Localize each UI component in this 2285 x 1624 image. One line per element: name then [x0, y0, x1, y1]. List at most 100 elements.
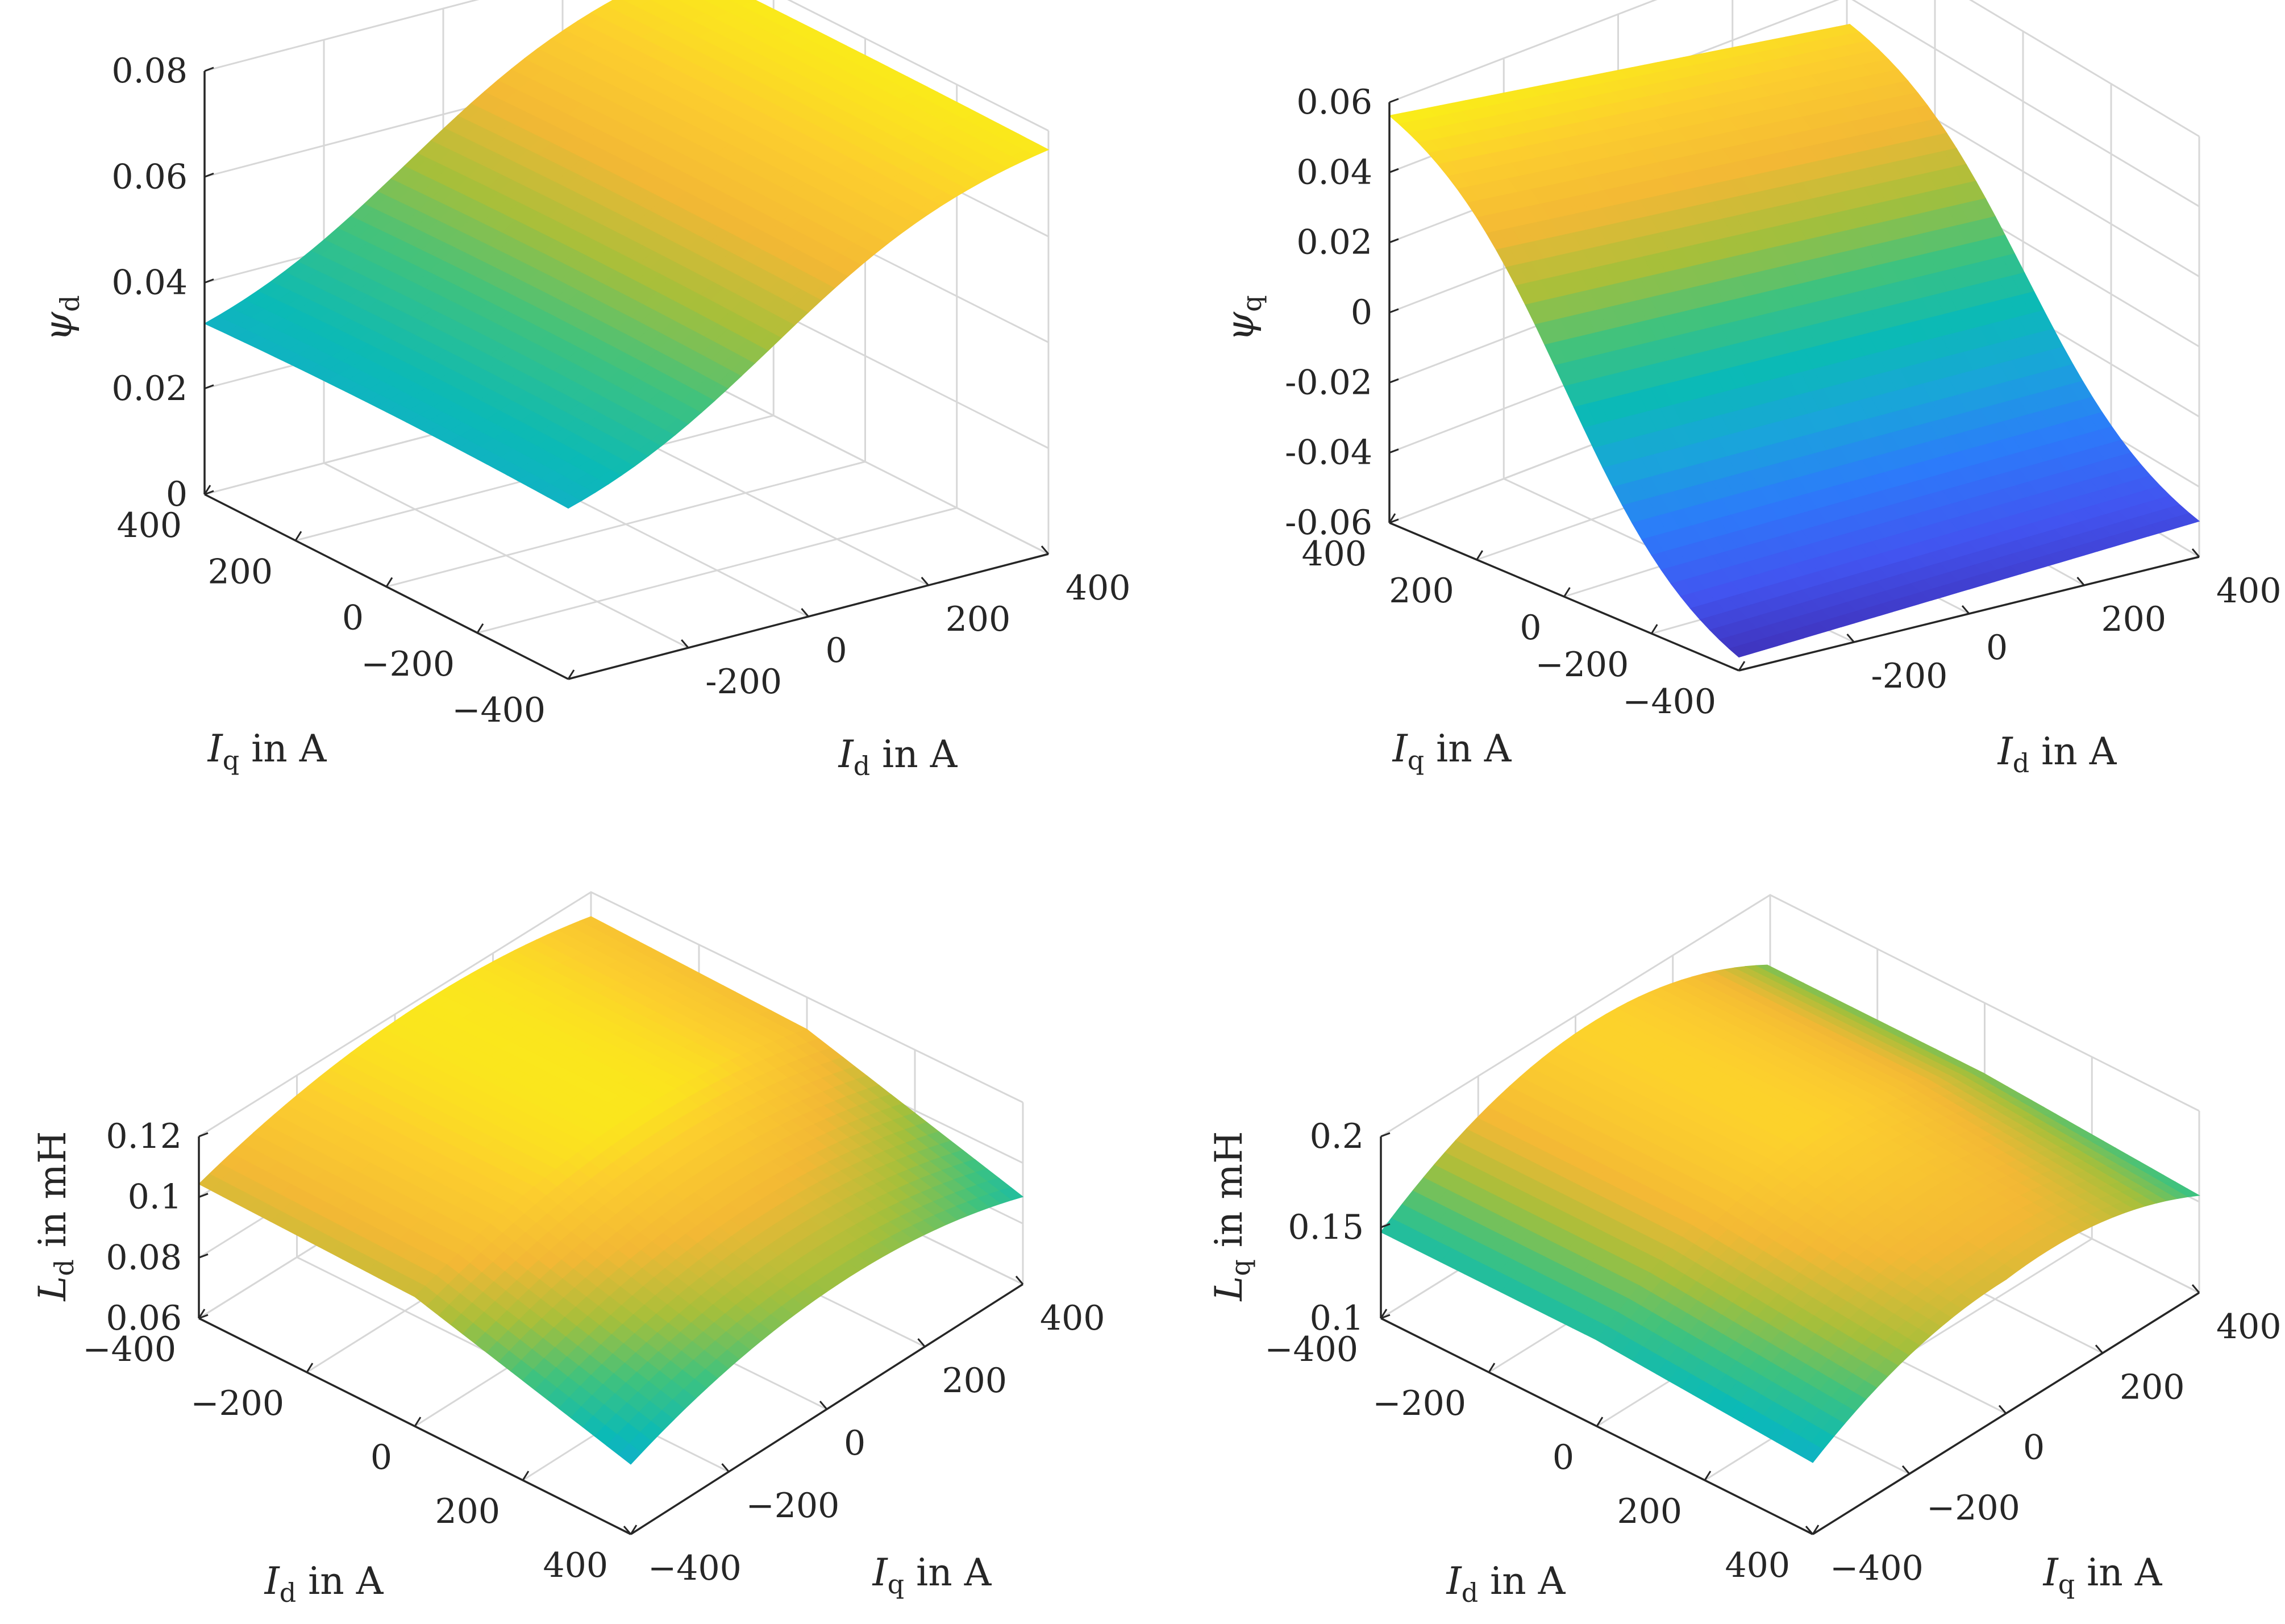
- surface-patch: [704, 0, 714, 3]
- b-tick-mark: [921, 577, 929, 586]
- b-axis-label: Id in A: [838, 732, 958, 781]
- z-tick-label: 0.12: [106, 1117, 182, 1156]
- a-tick-label: 400: [116, 506, 182, 546]
- a-axis-label-subscript: q: [223, 745, 239, 776]
- z-axis-label-subscript: q: [1237, 295, 1267, 311]
- z-gridline: [204, 0, 1049, 132]
- a-tick-label: 200: [435, 1492, 500, 1531]
- a-tick-mark: [203, 485, 211, 495]
- b-axis-label: Id in A: [1997, 730, 2117, 778]
- a-tick-label: −400: [1622, 682, 1716, 722]
- b-tick-label: 400: [2216, 571, 2282, 611]
- z-axis-label-subscript: d: [55, 295, 85, 311]
- b-tick-label: 400: [1040, 1298, 1105, 1338]
- z-tick-label: 0.06: [111, 157, 188, 197]
- z-tick-label: 0.1: [128, 1177, 182, 1217]
- b-tick-mark: [681, 639, 689, 648]
- a-axis-label-symbol: I: [1392, 727, 1409, 771]
- a-axis-label: Id in A: [264, 1559, 384, 1608]
- b-axis-label-symbol: I: [838, 732, 855, 776]
- a-axis-label: Iq in A: [1392, 727, 1512, 776]
- z-tick-mark: [204, 384, 214, 390]
- b-tick-label: -200: [705, 662, 782, 702]
- z-axis-label: Ld in mH: [31, 1131, 80, 1302]
- b-axis-label-subscript: d: [2013, 748, 2029, 778]
- a-tick-label: 0: [371, 1438, 392, 1477]
- b-tick-mark: [1040, 546, 1050, 555]
- z-tick-mark: [1389, 378, 1399, 384]
- z-axis-label-unit: in mH: [31, 1131, 74, 1260]
- a-axis-label-unit: in A: [239, 727, 327, 771]
- z-tick-mark: [204, 278, 214, 284]
- z-axis-label-symbol: L: [31, 1276, 74, 1302]
- surface: [1380, 964, 2200, 1463]
- a-axis-label-symbol: I: [264, 1559, 281, 1603]
- a-tick-label: −400: [452, 690, 546, 730]
- z-tick-label: 0.04: [111, 263, 188, 303]
- z-tick-label: -0.02: [1285, 363, 1372, 402]
- z-axis-label: ψd: [36, 295, 85, 341]
- a-axis-label-symbol: I: [207, 727, 224, 771]
- b-axis-label-symbol: I: [1997, 730, 2014, 773]
- surface: [1388, 24, 2200, 658]
- a-tick-mark: [476, 623, 484, 634]
- z-tick-label: 0.02: [111, 369, 188, 409]
- z-tick-label: 0.06: [1296, 82, 1372, 122]
- floor-gridline: [477, 507, 958, 634]
- surface-patch: [623, 0, 633, 3]
- surface-patch: [677, 0, 693, 4]
- z-tick-mark: [1389, 168, 1399, 173]
- a-tick-mark: [294, 531, 302, 542]
- a-tick-label: 0: [1520, 608, 1541, 648]
- b-axis-label-unit: in A: [870, 732, 958, 776]
- b-tick-mark: [801, 608, 809, 617]
- b-axis-label-symbol: I: [872, 1551, 889, 1594]
- a-tick-label: 400: [543, 1546, 608, 1585]
- b-axis-label-unit: in A: [2029, 730, 2117, 773]
- a-axis-label: Iq in A: [207, 727, 327, 776]
- z-tick-mark: [1389, 448, 1399, 454]
- b-tick-label: -200: [1871, 656, 1948, 696]
- z-tick-mark: [1389, 238, 1399, 244]
- surface-patch: [651, 0, 673, 6]
- b-axis-label-subscript: d: [854, 751, 870, 781]
- chart-psi-d: 00.020.040.060.084002000−200−400-2000200…: [36, 0, 1131, 781]
- b-tick-label: 0: [1986, 628, 2008, 668]
- a-tick-label: −200: [361, 644, 455, 684]
- a-tick-label: 200: [207, 552, 273, 592]
- a-axis-label-subscript: d: [280, 1577, 296, 1608]
- b-axis-label-subscript: q: [888, 1569, 904, 1600]
- surface: [203, 0, 1050, 509]
- a-tick-label: 400: [1301, 534, 1367, 574]
- z-tick-mark: [204, 66, 214, 72]
- surface-patch: [1024, 144, 1050, 156]
- a-axis-label-subscript: q: [1408, 745, 1424, 776]
- b-tick-label: 200: [942, 1361, 1008, 1401]
- b-axis-label: Iq in A: [872, 1551, 992, 1600]
- b-tick-label: −400: [648, 1548, 742, 1588]
- z-tick-label: 0: [1351, 293, 1372, 332]
- z-axis-label-subscript: d: [49, 1259, 80, 1276]
- a-axis-label-unit: in A: [296, 1559, 384, 1603]
- chart-psi-q: -0.06-0.04-0.0200.020.040.064002000−200−…: [1218, 0, 2282, 778]
- b-tick-label: 200: [2101, 599, 2167, 639]
- z-tick-mark: [1389, 98, 1399, 103]
- b-tick-label: 0: [844, 1423, 865, 1463]
- a-tick-mark: [567, 669, 575, 680]
- b-axis-label-unit: in A: [904, 1551, 992, 1594]
- surface-patch: [627, 0, 652, 8]
- a-tick-label: −200: [1535, 645, 1629, 685]
- z-tick-label: 0.04: [1296, 152, 1372, 192]
- z-axis-label-symbol: ψ: [36, 311, 80, 342]
- z-axis-label-symbol: ψ: [1218, 311, 1262, 342]
- z-tick-mark: [204, 490, 214, 495]
- axes: 00.020.040.060.084002000−200−400-2000200…: [36, 51, 1131, 781]
- b-tick-label: −200: [746, 1486, 840, 1526]
- z-tick-label: 0.02: [1296, 223, 1372, 263]
- a-tick-label: −400: [82, 1330, 176, 1369]
- b-tick-label: 0: [826, 631, 847, 671]
- a-axis-label-unit: in A: [1424, 727, 1512, 771]
